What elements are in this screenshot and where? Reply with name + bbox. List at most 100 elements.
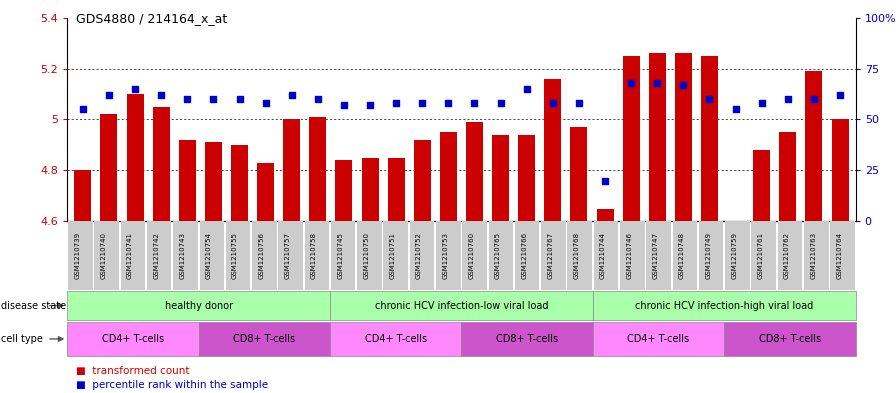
Text: healthy donor: healthy donor [165, 301, 233, 310]
Bar [649, 53, 666, 221]
Point [75, 106, 90, 112]
Point [128, 86, 142, 92]
Bar [623, 56, 640, 221]
Point [180, 96, 194, 102]
Text: GSM1210750: GSM1210750 [364, 232, 369, 279]
Text: GSM1210743: GSM1210743 [179, 232, 185, 279]
Text: GSM1210756: GSM1210756 [258, 232, 264, 279]
Point [258, 100, 272, 107]
Text: GSM1210742: GSM1210742 [153, 232, 159, 279]
Point [441, 100, 455, 107]
Text: CD4+ T-cells: CD4+ T-cells [102, 334, 164, 344]
Bar [231, 145, 248, 221]
Text: GSM1210752: GSM1210752 [416, 232, 422, 279]
Point [206, 96, 220, 102]
Point [650, 80, 665, 86]
Text: GSM1210748: GSM1210748 [679, 232, 685, 279]
Bar [754, 150, 771, 221]
Point [833, 92, 848, 98]
Text: CD4+ T-cells: CD4+ T-cells [365, 334, 426, 344]
Text: GSM1210765: GSM1210765 [495, 232, 501, 279]
Bar [701, 56, 718, 221]
Point [415, 100, 429, 107]
Bar [257, 163, 274, 221]
Bar [362, 158, 378, 221]
Point [676, 82, 691, 88]
Text: ■  percentile rank within the sample: ■ percentile rank within the sample [76, 380, 268, 390]
Bar [205, 142, 222, 221]
Point [572, 100, 586, 107]
Bar [414, 140, 431, 221]
Bar [440, 132, 457, 221]
Bar [806, 71, 823, 221]
Text: GSM1210766: GSM1210766 [521, 232, 527, 279]
Bar [335, 160, 352, 221]
Bar [831, 119, 849, 221]
Point [337, 102, 351, 108]
Text: chronic HCV infection-low viral load: chronic HCV infection-low viral load [375, 301, 548, 310]
Text: GSM1210768: GSM1210768 [573, 232, 580, 279]
Text: GSM1210757: GSM1210757 [285, 232, 290, 279]
Bar [597, 209, 614, 221]
Bar [283, 119, 300, 221]
Text: GSM1210753: GSM1210753 [443, 232, 448, 279]
Text: GSM1210744: GSM1210744 [600, 232, 606, 279]
Bar [780, 132, 797, 221]
Point [285, 92, 299, 98]
Text: CD8+ T-cells: CD8+ T-cells [496, 334, 558, 344]
Text: CD8+ T-cells: CD8+ T-cells [759, 334, 821, 344]
Point [624, 80, 638, 86]
Point [754, 100, 769, 107]
Bar [179, 140, 196, 221]
Text: GSM1210745: GSM1210745 [337, 232, 343, 279]
Point [546, 100, 560, 107]
Text: GSM1210740: GSM1210740 [100, 232, 107, 279]
Text: GSM1210759: GSM1210759 [731, 232, 737, 279]
Bar [571, 127, 588, 221]
Text: GSM1210764: GSM1210764 [837, 232, 842, 279]
Bar [545, 79, 561, 221]
Point [494, 100, 508, 107]
Text: ■  transformed count: ■ transformed count [76, 366, 190, 376]
Text: GDS4880 / 214164_x_at: GDS4880 / 214164_x_at [76, 12, 228, 25]
Point [598, 177, 612, 184]
Point [311, 96, 325, 102]
Point [728, 106, 743, 112]
Bar [309, 117, 326, 221]
Text: GSM1210754: GSM1210754 [206, 232, 211, 279]
Point [232, 96, 246, 102]
Bar [518, 135, 535, 221]
Text: GSM1210746: GSM1210746 [626, 232, 633, 279]
Text: CD4+ T-cells: CD4+ T-cells [627, 334, 690, 344]
Text: GSM1210767: GSM1210767 [547, 232, 554, 279]
Text: GSM1210763: GSM1210763 [810, 232, 816, 279]
Bar [152, 107, 169, 221]
Text: GSM1210760: GSM1210760 [469, 232, 475, 279]
Point [780, 96, 795, 102]
Text: GSM1210761: GSM1210761 [758, 232, 763, 279]
Text: GSM1210749: GSM1210749 [705, 232, 711, 279]
Point [702, 96, 717, 102]
Bar [74, 171, 91, 221]
Text: GSM1210751: GSM1210751 [390, 232, 396, 279]
Point [468, 100, 482, 107]
Point [102, 92, 116, 98]
Bar [492, 135, 509, 221]
Text: cell type: cell type [1, 334, 43, 344]
Text: GSM1210755: GSM1210755 [232, 232, 238, 279]
Bar [727, 221, 744, 252]
Text: GSM1210739: GSM1210739 [74, 232, 81, 279]
Bar [100, 114, 117, 221]
Text: chronic HCV infection-high viral load: chronic HCV infection-high viral load [635, 301, 814, 310]
Bar [466, 122, 483, 221]
Point [154, 92, 168, 98]
Point [806, 96, 821, 102]
Point [363, 102, 377, 108]
Bar [388, 158, 405, 221]
Bar [675, 53, 692, 221]
Point [520, 86, 534, 92]
Point [389, 100, 403, 107]
Text: disease state: disease state [1, 301, 66, 310]
Text: CD8+ T-cells: CD8+ T-cells [233, 334, 296, 344]
Bar [126, 94, 143, 221]
